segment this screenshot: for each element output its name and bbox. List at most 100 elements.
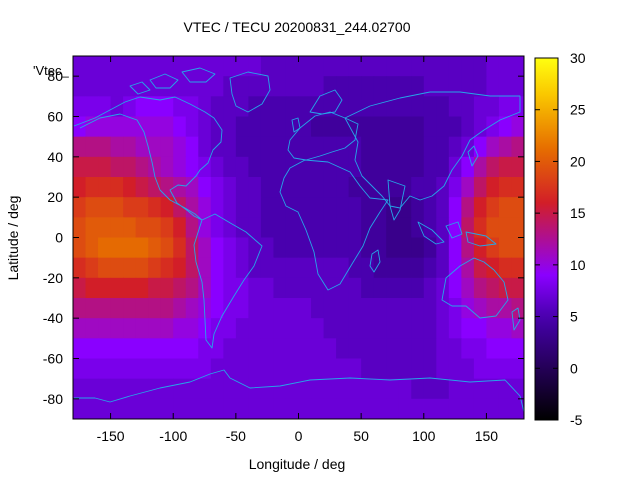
heatmap-cell: [198, 56, 212, 77]
heatmap-cell: [185, 156, 199, 178]
heatmap-cell: [173, 116, 187, 138]
heatmap-cell: [448, 298, 462, 319]
heatmap-cell: [148, 116, 162, 138]
x-tick-label: -50: [226, 428, 246, 444]
heatmap-cell: [361, 398, 375, 419]
heatmap-cell: [210, 136, 224, 158]
y-tick-label: 60: [47, 109, 63, 125]
heatmap-cell: [210, 217, 224, 239]
heatmap-cell: [361, 277, 375, 299]
heatmap-cell: [260, 298, 275, 319]
heatmap-cell: [185, 197, 199, 218]
heatmap-cell: [386, 298, 400, 319]
heatmap-cell: [461, 398, 475, 419]
heatmap-cell: [473, 177, 488, 198]
heatmap-cell: [285, 96, 300, 118]
heatmap-cell: [98, 398, 112, 419]
heatmap-cell: [448, 358, 462, 380]
heatmap-cell: [198, 177, 212, 198]
heatmap-cell: [85, 398, 99, 419]
heatmap-cell: [123, 156, 137, 178]
heatmap-cell: [486, 217, 500, 239]
heatmap-cell: [110, 398, 124, 419]
heatmap-cell: [148, 318, 162, 339]
heatmap-cell: [223, 318, 237, 339]
heatmap-cell: [498, 378, 513, 400]
heatmap-cell: [85, 156, 99, 178]
heatmap-cell: [423, 398, 437, 419]
heatmap-cell: [73, 378, 87, 400]
heatmap-cell: [73, 197, 87, 218]
heatmap-cell: [198, 398, 212, 419]
heatmap-cell: [98, 116, 112, 138]
heatmap-cell: [110, 277, 124, 299]
heatmap-cell: [260, 398, 275, 419]
heatmap-cell: [223, 358, 237, 380]
heatmap-cell: [323, 318, 337, 339]
heatmap-cell: [373, 156, 387, 178]
heatmap-cell: [298, 56, 312, 77]
heatmap-cell: [285, 197, 300, 218]
heatmap-cell: [98, 76, 112, 97]
heatmap-cell: [348, 358, 362, 380]
heatmap-cell: [398, 257, 412, 279]
heatmap-cell: [135, 277, 149, 299]
heatmap-cell: [260, 197, 275, 218]
heatmap-cell: [411, 358, 425, 380]
heatmap-cell: [386, 96, 400, 118]
heatmap-cell: [323, 237, 337, 259]
heatmap-cell: [323, 358, 337, 380]
heatmap-cell: [461, 56, 475, 77]
heatmap-cell: [248, 177, 262, 198]
heatmap-cell: [336, 318, 350, 339]
heatmap-cell: [436, 257, 450, 279]
heatmap-cell: [210, 358, 224, 380]
heatmap-cell: [311, 56, 325, 77]
heatmap-cell: [235, 398, 249, 419]
heatmap-cell: [511, 197, 524, 218]
heatmap-cell: [423, 177, 437, 198]
heatmap-cell: [210, 277, 224, 299]
heatmap-cell: [85, 318, 99, 339]
colorbar-tick-label: -5: [570, 412, 583, 428]
heatmap-cell: [135, 257, 149, 279]
heatmap-cell: [135, 56, 149, 77]
heatmap-cell: [210, 318, 224, 339]
heatmap-cell: [185, 318, 199, 339]
heatmap-cell: [398, 398, 412, 419]
heatmap-cell: [235, 116, 249, 138]
heatmap-cell: [298, 378, 312, 400]
heatmap-cell: [173, 318, 187, 339]
heatmap-cell: [273, 156, 287, 178]
heatmap-cell: [273, 96, 287, 118]
heatmap-cell: [285, 56, 300, 77]
heatmap-cell: [398, 338, 412, 360]
heatmap-cell: [160, 358, 174, 380]
heatmap-cell: [448, 257, 462, 279]
heatmap-cell: [185, 277, 199, 299]
heatmap-cell: [173, 338, 187, 360]
heatmap-cell: [260, 378, 275, 400]
heatmap-cell: [210, 96, 224, 118]
heatmap-cell: [185, 298, 199, 319]
heatmap-cell: [248, 318, 262, 339]
heatmap-cell: [160, 96, 174, 118]
heatmap-cell: [223, 398, 237, 419]
heatmap-cell: [298, 76, 312, 97]
heatmap-cell: [448, 136, 462, 158]
heatmap-cell: [98, 237, 112, 259]
heatmap-cell: [473, 136, 488, 158]
heatmap-cell: [285, 177, 300, 198]
heatmap-cell: [336, 177, 350, 198]
heatmap-cell: [436, 378, 450, 400]
heatmap-cell: [260, 318, 275, 339]
heatmap-cell: [398, 298, 412, 319]
heatmap-cell: [85, 257, 99, 279]
heatmap-cell: [361, 197, 375, 218]
heatmap-cell: [473, 76, 488, 97]
heatmap-cell: [73, 358, 87, 380]
heatmap-cell: [448, 96, 462, 118]
heatmap-cell: [373, 318, 387, 339]
heatmap-cell: [461, 116, 475, 138]
heatmap-cell: [235, 338, 249, 360]
